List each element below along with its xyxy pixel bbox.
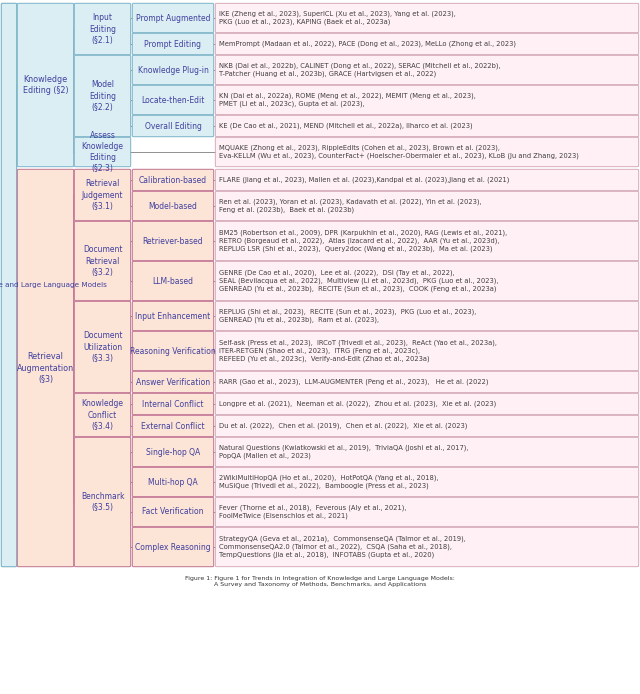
- Text: MemPrompt (Madaan et al., 2022), PACE (Dong et al., 2023), MeLLo (Zhong et al., : MemPrompt (Madaan et al., 2022), PACE (D…: [219, 41, 516, 47]
- Text: Retriever-based: Retriever-based: [143, 237, 204, 246]
- Text: Answer Verification: Answer Verification: [136, 378, 210, 387]
- Text: Internal Conflict: Internal Conflict: [142, 400, 204, 409]
- Text: Assess
Knowledge
Editing
(§2.3): Assess Knowledge Editing (§2.3): [81, 131, 124, 173]
- FancyBboxPatch shape: [215, 262, 639, 301]
- FancyBboxPatch shape: [74, 301, 131, 393]
- Text: REPLUG (Shi et al., 2023),  RECITE (Sun et al., 2023),  PKG (Luo et al., 2023),
: REPLUG (Shi et al., 2023), RECITE (Sun e…: [219, 309, 476, 323]
- FancyBboxPatch shape: [132, 262, 214, 301]
- FancyBboxPatch shape: [132, 56, 214, 85]
- Text: Natural Questions (Kwiatkowski et al., 2019),  TriviaQA (Joshi et al., 2017),
Po: Natural Questions (Kwiatkowski et al., 2…: [219, 445, 468, 459]
- FancyBboxPatch shape: [215, 56, 639, 85]
- Text: KE (De Cao et al., 2021), MEND (Mitchell et al., 2022a), Ilharco et al. (2023): KE (De Cao et al., 2021), MEND (Mitchell…: [219, 123, 472, 129]
- FancyBboxPatch shape: [132, 301, 214, 331]
- FancyBboxPatch shape: [1, 3, 17, 567]
- FancyBboxPatch shape: [132, 221, 214, 261]
- FancyBboxPatch shape: [74, 56, 131, 137]
- Text: IKE (Zheng et al., 2023), SuperICL (Xu et al., 2023), Yang et al. (2023),
PKG (L: IKE (Zheng et al., 2023), SuperICL (Xu e…: [219, 10, 456, 25]
- FancyBboxPatch shape: [132, 437, 214, 466]
- Text: Ren et al. (2023), Yoran et al. (2023), Kadavath et al. (2022), Yin et al. (2023: Ren et al. (2023), Yoran et al. (2023), …: [219, 198, 481, 213]
- FancyBboxPatch shape: [132, 85, 214, 115]
- FancyBboxPatch shape: [132, 115, 214, 137]
- Text: Complex Reasoning: Complex Reasoning: [135, 543, 211, 552]
- Text: KN (Dai et al., 2022a), ROME (Meng et al., 2022), MEMIT (Meng et al., 2023),
PME: KN (Dai et al., 2022a), ROME (Meng et al…: [219, 93, 476, 108]
- Text: GENRE (De Cao et al., 2020),  Lee et al. (2022),  DSI (Tay et al., 2022),
SEAL (: GENRE (De Cao et al., 2020), Lee et al. …: [219, 270, 499, 292]
- Text: Prompt Augmented: Prompt Augmented: [136, 13, 211, 22]
- FancyBboxPatch shape: [132, 415, 214, 437]
- FancyBboxPatch shape: [215, 415, 639, 437]
- FancyBboxPatch shape: [215, 115, 639, 137]
- Text: Calibration-based: Calibration-based: [139, 176, 207, 185]
- FancyBboxPatch shape: [132, 371, 214, 393]
- FancyBboxPatch shape: [215, 221, 639, 261]
- Text: Fact Verification: Fact Verification: [142, 507, 204, 516]
- FancyBboxPatch shape: [215, 169, 639, 191]
- FancyBboxPatch shape: [132, 3, 214, 33]
- FancyBboxPatch shape: [132, 331, 214, 371]
- Text: Input Enhancement: Input Enhancement: [136, 312, 211, 321]
- Text: Overall Editing: Overall Editing: [145, 121, 202, 130]
- Text: Retrieval
Augmentation
(§3): Retrieval Augmentation (§3): [17, 353, 74, 384]
- FancyBboxPatch shape: [215, 331, 639, 371]
- Text: Document
Utilization
(§3.3): Document Utilization (§3.3): [83, 332, 122, 362]
- Text: Benchmark
(§3.5): Benchmark (§3.5): [81, 492, 124, 512]
- Text: Multi-hop QA: Multi-hop QA: [148, 477, 198, 486]
- FancyBboxPatch shape: [215, 371, 639, 393]
- Text: Retrieval
Judgement
(§3.1): Retrieval Judgement (§3.1): [82, 180, 124, 210]
- Text: StrategyQA (Geva et al., 2021a),  CommonsenseQA (Talmor et al., 2019),
Commonsen: StrategyQA (Geva et al., 2021a), Commons…: [219, 536, 466, 558]
- FancyBboxPatch shape: [215, 527, 639, 567]
- FancyBboxPatch shape: [74, 137, 131, 167]
- Text: Document
Retrieval
(§3.2): Document Retrieval (§3.2): [83, 246, 122, 277]
- Text: Knowledge Plug-in: Knowledge Plug-in: [138, 65, 209, 74]
- Text: Integration of Knowledge and Large Language Models: Integration of Knowledge and Large Langu…: [0, 282, 106, 288]
- FancyBboxPatch shape: [74, 3, 131, 55]
- Text: Self-ask (Press et al., 2023),  IRCoT (Trivedi et al., 2023),  ReAct (Yao et al.: Self-ask (Press et al., 2023), IRCoT (Tr…: [219, 340, 497, 362]
- FancyBboxPatch shape: [215, 3, 639, 33]
- Text: Du et al. (2022),  Chen et al. (2019),  Chen et al. (2022),  Xie et al. (2023): Du et al. (2022), Chen et al. (2019), Ch…: [219, 423, 467, 430]
- Text: Prompt Editing: Prompt Editing: [145, 40, 202, 49]
- FancyBboxPatch shape: [215, 301, 639, 331]
- Text: Longpre et al. (2021),  Neeman et al. (2022),  Zhou et al. (2023),  Xie et al. (: Longpre et al. (2021), Neeman et al. (20…: [219, 400, 496, 407]
- Text: LLM-based: LLM-based: [152, 276, 193, 285]
- Text: MQUAKE (Zhong et al., 2023), RippleEdits (Cohen et al., 2023), Brown et al. (202: MQUAKE (Zhong et al., 2023), RippleEdits…: [219, 145, 579, 159]
- Text: Model-based: Model-based: [148, 201, 197, 210]
- FancyBboxPatch shape: [132, 33, 214, 55]
- FancyBboxPatch shape: [74, 437, 131, 567]
- FancyBboxPatch shape: [132, 192, 214, 221]
- FancyBboxPatch shape: [215, 192, 639, 221]
- FancyBboxPatch shape: [215, 437, 639, 466]
- Text: BM25 (Robertson et al., 2009), DPR (Karpukhin et al., 2020), RAG (Lewis et al., : BM25 (Robertson et al., 2009), DPR (Karp…: [219, 230, 507, 252]
- Text: Knowledge
Conflict
(§3.4): Knowledge Conflict (§3.4): [81, 400, 124, 430]
- FancyBboxPatch shape: [132, 467, 214, 497]
- FancyBboxPatch shape: [215, 498, 639, 527]
- Text: Figure 1: Figure 1 for Trends in Integration of Knowledge and Large Language Mod: Figure 1: Figure 1 for Trends in Integra…: [185, 576, 455, 587]
- FancyBboxPatch shape: [74, 393, 131, 437]
- FancyBboxPatch shape: [215, 393, 639, 415]
- FancyBboxPatch shape: [215, 33, 639, 55]
- Text: Input
Editing
(§2.1): Input Editing (§2.1): [89, 13, 116, 44]
- FancyBboxPatch shape: [17, 169, 74, 567]
- FancyBboxPatch shape: [132, 498, 214, 527]
- Text: Fever (Thorne et al., 2018),  Feverous (Aly et al., 2021),
FoolMeTwice (Eisensch: Fever (Thorne et al., 2018), Feverous (A…: [219, 505, 406, 519]
- Text: Model
Editing
(§2.2): Model Editing (§2.2): [89, 81, 116, 112]
- Text: Locate-then-Edit: Locate-then-Edit: [141, 96, 205, 105]
- Text: Knowledge
Editing (§2): Knowledge Editing (§2): [22, 75, 68, 95]
- FancyBboxPatch shape: [132, 393, 214, 415]
- FancyBboxPatch shape: [17, 3, 74, 167]
- FancyBboxPatch shape: [74, 221, 131, 301]
- Text: Single-hop QA: Single-hop QA: [146, 448, 200, 457]
- Text: RARR (Gao et al., 2023),  LLM-AUGMENTER (Peng et al., 2023),   He et al. (2022): RARR (Gao et al., 2023), LLM-AUGMENTER (…: [219, 379, 488, 385]
- Text: External Conflict: External Conflict: [141, 421, 205, 430]
- Text: FLARE (Jiang et al., 2023), Mallen et al. (2023),Kandpal et al. (2023),Jiang et : FLARE (Jiang et al., 2023), Mallen et al…: [219, 177, 509, 183]
- FancyBboxPatch shape: [132, 169, 214, 191]
- FancyBboxPatch shape: [215, 137, 639, 167]
- FancyBboxPatch shape: [132, 527, 214, 567]
- Text: 2WikiMultiHopQA (Ho et al., 2020),  HotPotQA (Yang et al., 2018),
MuSiQue (Trive: 2WikiMultiHopQA (Ho et al., 2020), HotPo…: [219, 475, 438, 489]
- FancyBboxPatch shape: [215, 467, 639, 497]
- Text: Reasoning Verification: Reasoning Verification: [130, 346, 216, 355]
- FancyBboxPatch shape: [74, 169, 131, 221]
- FancyBboxPatch shape: [215, 85, 639, 115]
- Text: NKB (Dai et al., 2022b), CALINET (Dong et al., 2022), SERAC (Mitchell et al., 20: NKB (Dai et al., 2022b), CALINET (Dong e…: [219, 62, 500, 77]
